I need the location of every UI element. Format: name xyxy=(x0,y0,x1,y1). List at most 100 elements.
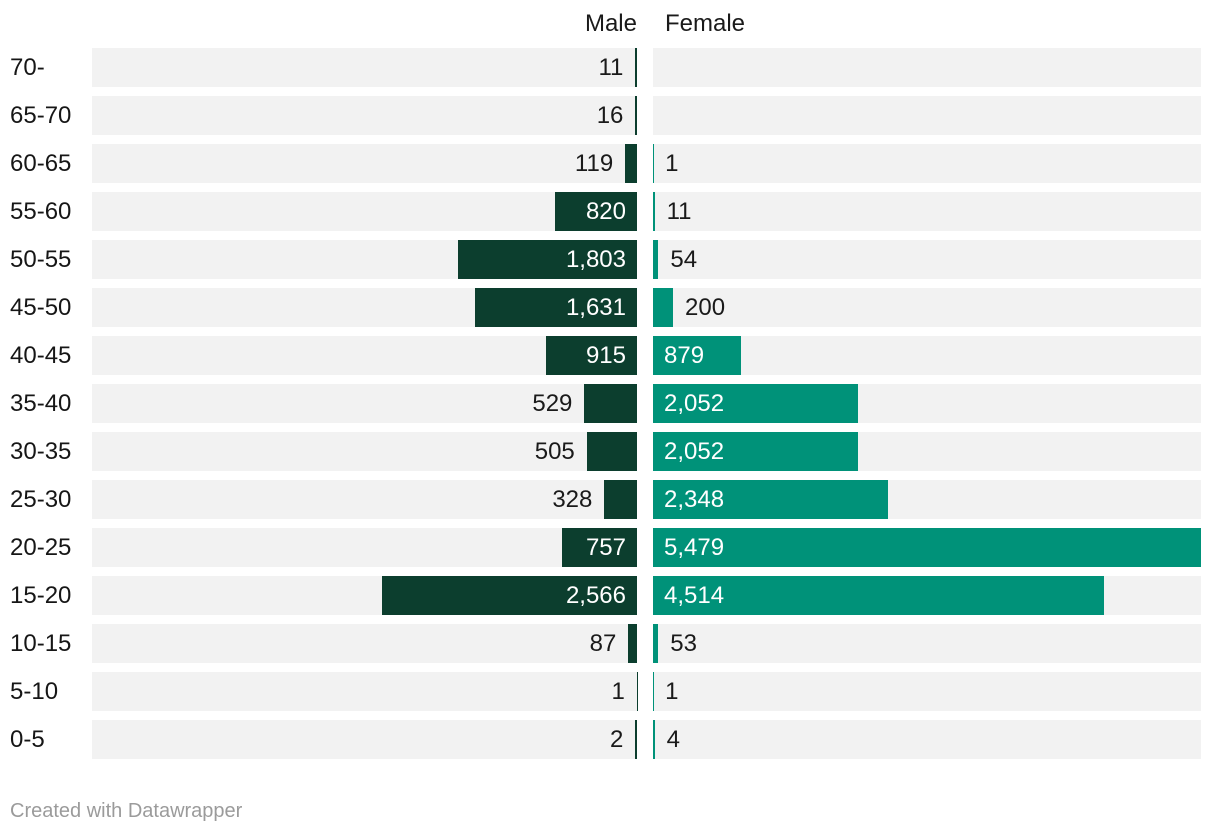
age-group-label: 70- xyxy=(10,53,45,81)
female-value-label: 54 xyxy=(670,245,698,273)
male-bar xyxy=(625,144,637,183)
female-value-label: 2,052 xyxy=(664,389,725,417)
male-bar-track: 2,566 xyxy=(92,576,637,615)
male-bar xyxy=(457,240,637,279)
male-bar-track: 87 xyxy=(92,624,637,663)
female-bar xyxy=(653,240,659,279)
male-bar xyxy=(604,480,637,519)
male-bar-track: 16 xyxy=(92,96,637,135)
male-value-label: 915 xyxy=(585,341,626,369)
female-value-label: 53 xyxy=(670,629,697,657)
age-group-label: 10-15 xyxy=(10,629,72,657)
female-value-label: 2,348 xyxy=(664,485,725,513)
pyramid-row: 0-5 2 4 xyxy=(0,720,1220,759)
female-bar-track: 2,052 xyxy=(653,384,1201,423)
female-bar-track xyxy=(653,48,1201,87)
female-bar xyxy=(653,720,655,759)
age-group-label: 65-70 xyxy=(10,101,72,129)
male-value-label: 529 xyxy=(532,389,573,417)
male-value-label: 1 xyxy=(611,677,625,705)
female-bar xyxy=(653,432,859,471)
male-bar xyxy=(635,720,637,759)
male-value-label: 119 xyxy=(574,149,614,177)
male-bar xyxy=(561,528,637,567)
pyramid-row: 5-10 1 1 xyxy=(0,672,1220,711)
male-bar-track: 505 xyxy=(92,432,637,471)
pyramid-row: 70- 11 xyxy=(0,48,1220,87)
pyramid-row: 50-55 1,803 54 xyxy=(0,240,1220,279)
female-value-label: 1 xyxy=(665,149,679,177)
male-bar xyxy=(584,384,637,423)
datawrapper-credit-link[interactable]: Created with Datawrapper xyxy=(10,800,243,822)
age-group-label: 40-45 xyxy=(10,341,72,369)
pyramid-row: 45-50 1,631 200 xyxy=(0,288,1220,327)
age-group-label: 35-40 xyxy=(10,389,72,417)
female-bar xyxy=(653,288,673,327)
male-value-label: 2,566 xyxy=(565,581,626,609)
pyramid-row: 35-40 529 2,052 xyxy=(0,384,1220,423)
age-group-label: 0-5 xyxy=(10,725,45,753)
male-bar-track: 2 xyxy=(92,720,637,759)
male-bar xyxy=(555,192,637,231)
female-value-label: 11 xyxy=(666,197,692,225)
female-bar-track: 54 xyxy=(653,240,1201,279)
age-group-label: 20-25 xyxy=(10,533,72,561)
male-bar xyxy=(635,96,637,135)
age-group-label: 15-20 xyxy=(10,581,72,609)
male-value-label: 1,803 xyxy=(565,245,626,273)
pyramid-row: 30-35 505 2,052 xyxy=(0,432,1220,471)
female-value-label: 1 xyxy=(665,677,679,705)
female-bar-track: 2,348 xyxy=(653,480,1201,519)
male-bar xyxy=(628,624,637,663)
age-group-label: 45-50 xyxy=(10,293,72,321)
female-value-label: 879 xyxy=(664,341,705,369)
male-bar-track: 820 xyxy=(92,192,637,231)
chart-rows: 70- 11 65-70 16 60-65 119 1 xyxy=(0,48,1220,768)
female-bar xyxy=(653,624,659,663)
male-bar-track: 1,803 xyxy=(92,240,637,279)
female-bar-track xyxy=(653,96,1201,135)
female-value-label: 200 xyxy=(685,293,726,321)
pyramid-row: 55-60 820 11 xyxy=(0,192,1220,231)
female-bar xyxy=(653,336,741,375)
male-value-label: 820 xyxy=(585,197,626,225)
male-value-label: 16 xyxy=(596,101,624,129)
age-group-label: 60-65 xyxy=(10,149,72,177)
age-group-label: 30-35 xyxy=(10,437,72,465)
male-value-label: 2 xyxy=(610,725,624,753)
pyramid-row: 20-25 757 5,479 xyxy=(0,528,1220,567)
male-value-label: 11 xyxy=(598,53,624,81)
female-bar-track: 11 xyxy=(653,192,1201,231)
pyramid-row: 40-45 915 879 xyxy=(0,336,1220,375)
female-bar-track: 2,052 xyxy=(653,432,1201,471)
legend-male-label: Male xyxy=(584,10,637,37)
male-value-label: 87 xyxy=(589,629,617,657)
pyramid-row: 15-20 2,566 4,514 xyxy=(0,576,1220,615)
male-bar-track: 119 xyxy=(92,144,637,183)
female-bar xyxy=(653,192,655,231)
male-value-label: 757 xyxy=(585,533,626,561)
female-bar xyxy=(653,384,859,423)
female-bar xyxy=(653,576,1105,615)
male-bar xyxy=(545,336,637,375)
male-bar-track: 11 xyxy=(92,48,637,87)
female-bar-track: 200 xyxy=(653,288,1201,327)
female-bar xyxy=(653,480,888,519)
male-bar-track: 915 xyxy=(92,336,637,375)
male-bar xyxy=(635,48,637,87)
female-bar-track: 4 xyxy=(653,720,1201,759)
pyramid-row: 60-65 119 1 xyxy=(0,144,1220,183)
female-value-label: 4 xyxy=(666,725,680,753)
male-bar xyxy=(474,288,637,327)
female-bar-track: 1 xyxy=(653,672,1201,711)
female-value-label: 5,479 xyxy=(664,533,725,561)
male-bar xyxy=(586,432,637,471)
male-bar-track: 1 xyxy=(92,672,637,711)
age-group-label: 25-30 xyxy=(10,485,72,513)
female-bar-track: 5,479 xyxy=(653,528,1201,567)
male-bar-track: 757 xyxy=(92,528,637,567)
male-value-label: 505 xyxy=(534,437,575,465)
female-bar-track: 53 xyxy=(653,624,1201,663)
female-bar xyxy=(653,528,1201,567)
